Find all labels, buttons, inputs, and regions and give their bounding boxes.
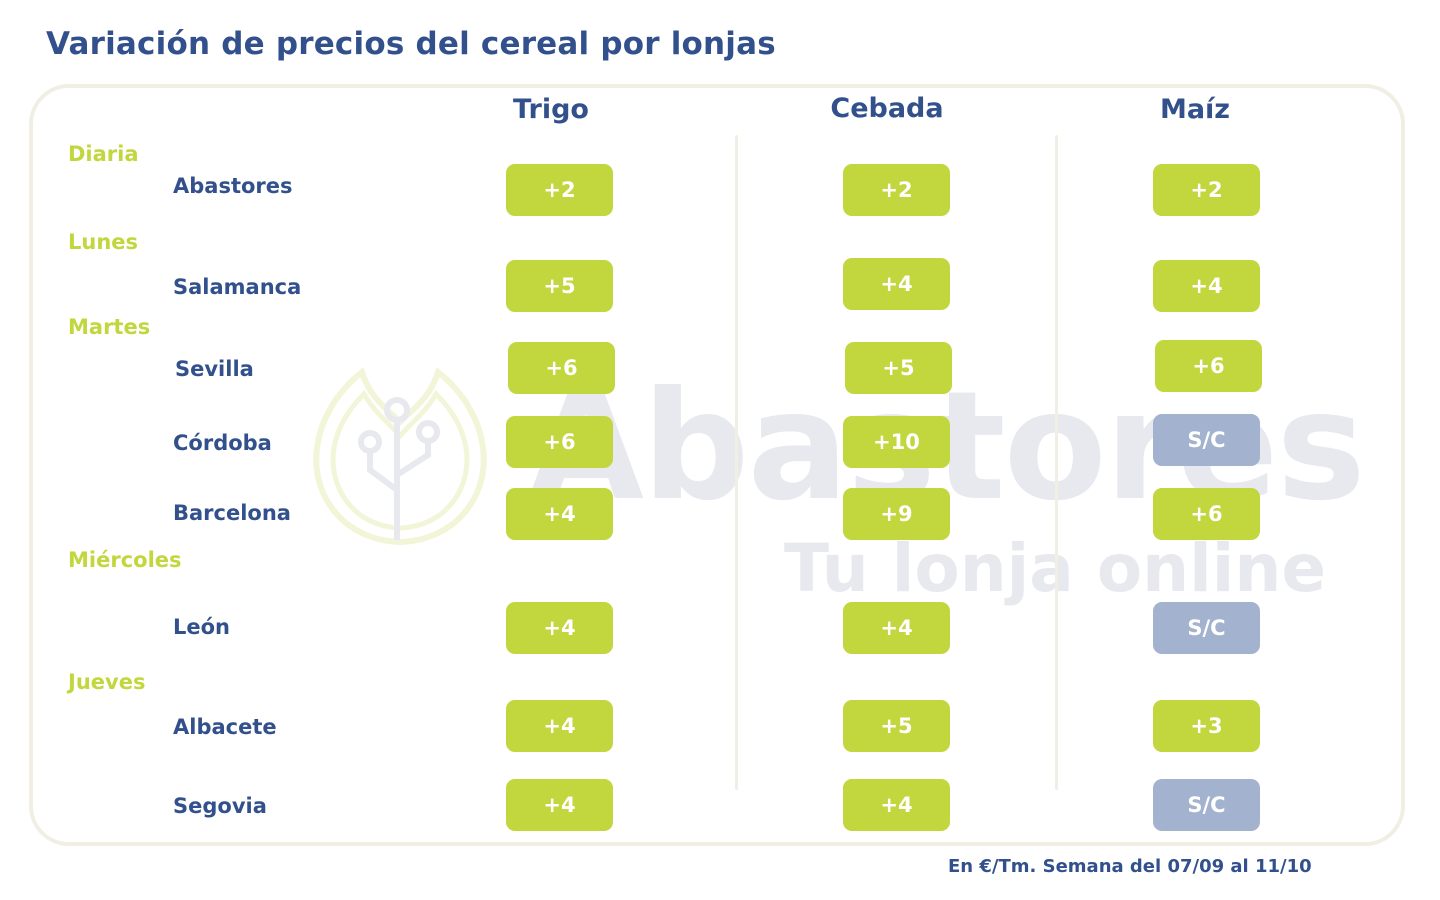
price-change-badge: S/C bbox=[1153, 602, 1260, 654]
price-change-badge: +6 bbox=[1155, 340, 1262, 392]
price-change-badge: +6 bbox=[506, 416, 613, 468]
price-change-badge: +10 bbox=[843, 416, 950, 468]
page-title: Variación de precios del cereal por lonj… bbox=[46, 26, 776, 62]
lonja-name: Córdoba bbox=[173, 431, 272, 455]
column-header-maiz: Maíz bbox=[1159, 94, 1231, 125]
price-change-badge: +5 bbox=[843, 700, 950, 752]
price-change-badge: +2 bbox=[506, 164, 613, 216]
lonja-name: León bbox=[173, 615, 231, 639]
price-change-badge: S/C bbox=[1153, 414, 1260, 466]
group-label-jueves: Jueves bbox=[68, 670, 146, 694]
group-label-miercoles: Miércoles bbox=[68, 548, 182, 572]
price-change-badge: S/C bbox=[1153, 779, 1260, 831]
price-change-badge: +4 bbox=[843, 779, 950, 831]
price-change-badge: +5 bbox=[845, 342, 952, 394]
price-change-badge: +4 bbox=[506, 779, 613, 831]
price-change-badge: +5 bbox=[506, 260, 613, 312]
price-change-badge: +4 bbox=[843, 602, 950, 654]
lonja-name: Segovia bbox=[173, 794, 267, 818]
column-header-cebada: Cebada bbox=[830, 93, 944, 124]
lonja-name: Abastores bbox=[173, 174, 293, 198]
column-header-trigo: Trigo bbox=[513, 94, 589, 125]
column-divider-1 bbox=[735, 135, 738, 790]
group-label-lunes: Lunes bbox=[68, 230, 139, 254]
price-change-badge: +2 bbox=[1153, 164, 1260, 216]
price-change-badge: +3 bbox=[1153, 700, 1260, 752]
lonja-name: Sevilla bbox=[175, 357, 254, 381]
price-change-badge: +4 bbox=[506, 700, 613, 752]
lonja-name: Salamanca bbox=[173, 275, 302, 299]
price-change-badge: +4 bbox=[843, 258, 950, 310]
lonja-name: Albacete bbox=[173, 715, 277, 739]
table-panel bbox=[29, 84, 1405, 846]
price-change-badge: +4 bbox=[1153, 260, 1260, 312]
price-change-badge: +4 bbox=[506, 602, 613, 654]
group-label-diaria: Diaria bbox=[68, 142, 139, 166]
price-change-badge: +6 bbox=[508, 342, 615, 394]
column-divider-2 bbox=[1055, 135, 1058, 790]
lonja-name: Barcelona bbox=[173, 501, 291, 525]
price-change-badge: +4 bbox=[506, 488, 613, 540]
price-change-badge: +9 bbox=[843, 488, 950, 540]
group-label-martes: Martes bbox=[68, 315, 151, 339]
footnote: En €/Tm. Semana del 07/09 al 11/10 bbox=[948, 856, 1312, 877]
price-change-badge: +2 bbox=[843, 164, 950, 216]
price-change-badge: +6 bbox=[1153, 488, 1260, 540]
